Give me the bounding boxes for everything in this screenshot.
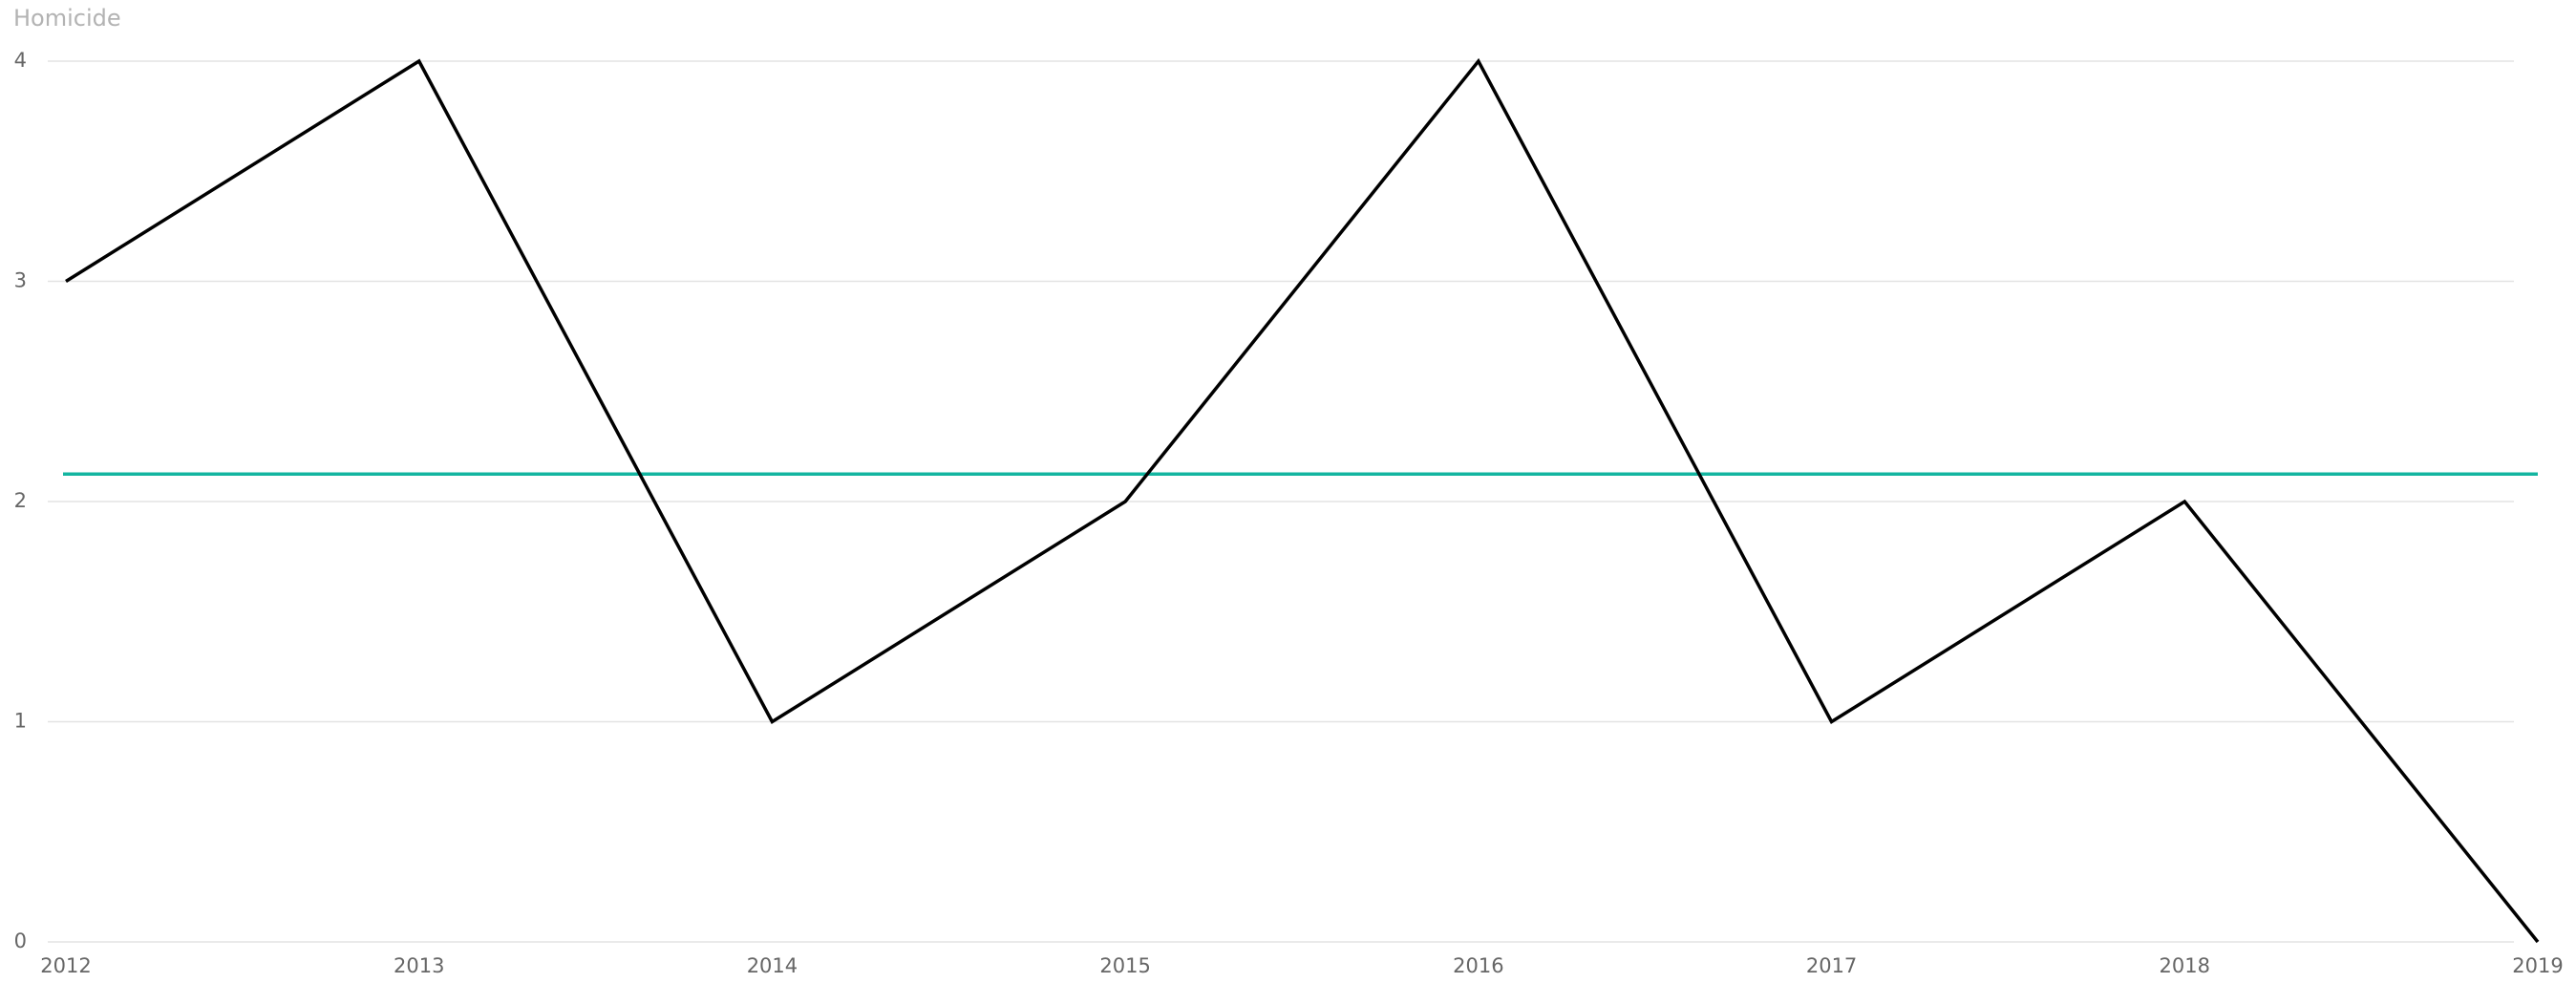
x-tick-label: 2017 <box>1806 954 1857 977</box>
x-tick-label: 2016 <box>1453 954 1503 977</box>
x-tick-label: 2012 <box>40 954 91 977</box>
y-tick-label: 1 <box>14 710 27 733</box>
y-tick-label: 0 <box>14 930 27 952</box>
x-tick-label: 2019 <box>2512 954 2563 977</box>
x-tick-label: 2018 <box>2160 954 2210 977</box>
y-tick-label: 3 <box>14 269 27 292</box>
y-tick-label: 2 <box>14 489 27 512</box>
chart-title: Homicide <box>13 5 121 32</box>
x-tick-label: 2015 <box>1099 954 1150 977</box>
y-tick-label: 4 <box>14 49 27 72</box>
x-tick-label: 2014 <box>747 954 798 977</box>
x-tick-label: 2013 <box>394 954 444 977</box>
line-series <box>65 57 2540 944</box>
